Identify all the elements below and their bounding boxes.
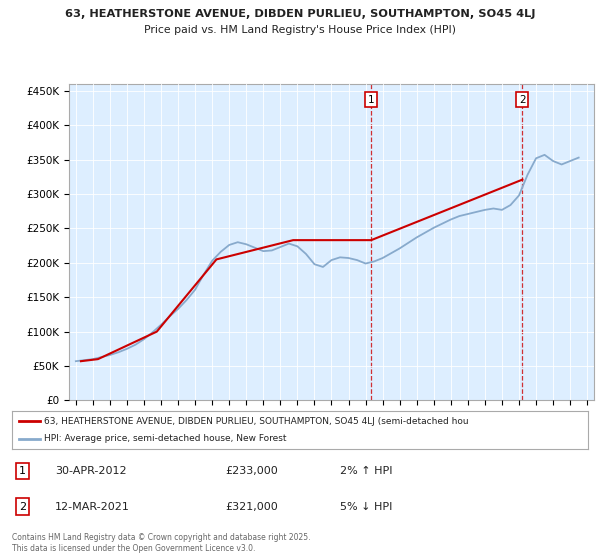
Text: 2: 2 (519, 95, 526, 105)
Text: 2% ↑ HPI: 2% ↑ HPI (340, 466, 393, 476)
Text: Contains HM Land Registry data © Crown copyright and database right 2025.
This d: Contains HM Land Registry data © Crown c… (12, 533, 311, 553)
Text: 63, HEATHERSTONE AVENUE, DIBDEN PURLIEU, SOUTHAMPTON, SO45 4LJ: 63, HEATHERSTONE AVENUE, DIBDEN PURLIEU,… (65, 9, 535, 19)
Text: 1: 1 (19, 466, 26, 476)
Text: HPI: Average price, semi-detached house, New Forest: HPI: Average price, semi-detached house,… (44, 435, 286, 444)
Text: £321,000: £321,000 (225, 502, 278, 511)
Text: 5% ↓ HPI: 5% ↓ HPI (340, 502, 392, 511)
Text: 30-APR-2012: 30-APR-2012 (55, 466, 127, 476)
Text: 12-MAR-2021: 12-MAR-2021 (55, 502, 130, 511)
Text: 1: 1 (368, 95, 374, 105)
Text: Price paid vs. HM Land Registry's House Price Index (HPI): Price paid vs. HM Land Registry's House … (144, 25, 456, 35)
Text: £233,000: £233,000 (225, 466, 278, 476)
Text: 2: 2 (19, 502, 26, 511)
Text: 63, HEATHERSTONE AVENUE, DIBDEN PURLIEU, SOUTHAMPTON, SO45 4LJ (semi-detached ho: 63, HEATHERSTONE AVENUE, DIBDEN PURLIEU,… (44, 417, 469, 426)
